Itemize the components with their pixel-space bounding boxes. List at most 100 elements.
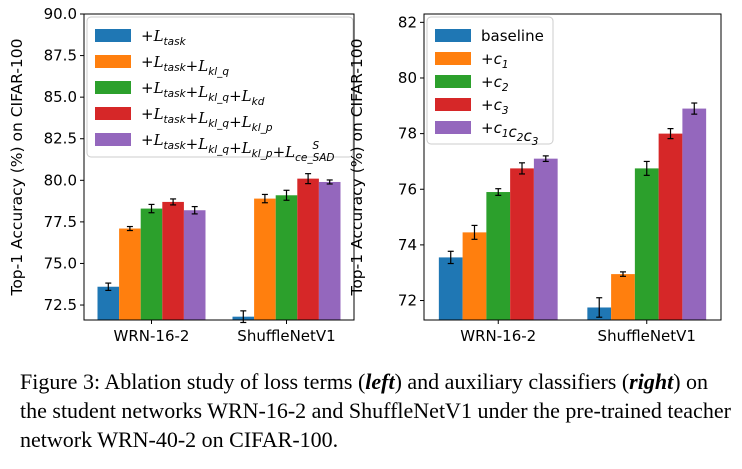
legend-sign: + [481, 119, 494, 137]
y-tick-label: 72 [398, 292, 417, 310]
y-tick-label: 82.5 [44, 130, 77, 148]
legend-swatch [95, 55, 131, 68]
legend-swatch [435, 98, 471, 111]
legend-entry: +c1c2c3 [481, 119, 538, 148]
bar [183, 210, 206, 320]
bar [510, 168, 534, 320]
y-tick-label: 75.0 [44, 254, 77, 272]
x-tick-label: WRN-16-2 [114, 327, 190, 345]
legend-entry: +c1 [481, 50, 509, 71]
legend-subscript: kd [252, 96, 265, 108]
caption-text-2: ) and auxiliary classifiers ( [394, 369, 630, 394]
axes-frame [83, 13, 355, 321]
x-tick-label: WRN-16-2 [460, 327, 536, 345]
y-tick-label: 74 [398, 236, 417, 254]
legend-term: c [494, 96, 503, 114]
legend-term: c [494, 119, 503, 137]
legend-subscript: 2 [502, 82, 509, 94]
legend-term: L [153, 105, 164, 123]
legend-term: +L [186, 135, 209, 153]
bar [97, 286, 120, 320]
y-tick-label: 78 [398, 125, 417, 143]
bar [254, 198, 276, 320]
legend-box [86, 16, 354, 158]
legend-subscript: task [164, 114, 187, 126]
legend-term: baseline [481, 27, 544, 45]
legend-term: c [494, 73, 503, 91]
figure-caption: Figure 3: Ablation study of loss terms (… [20, 367, 732, 454]
legend-superscript: S [313, 140, 320, 152]
legend-subscript: kl_q [208, 144, 229, 156]
y-axis-label: Top-1 Accuracy (%) on CIFAR-100 [8, 38, 26, 296]
legend-subscript: kl_q [208, 118, 229, 130]
legend-term: c [494, 50, 503, 68]
caption-text-1: Figure 3: Ablation study of loss terms ( [20, 369, 366, 394]
y-tick-label: 82 [398, 13, 417, 31]
bar [533, 158, 558, 320]
legend-subscript: kl_p [252, 122, 273, 134]
legend-term: L [153, 53, 164, 71]
y-tick-label: 72.5 [44, 296, 77, 314]
legend-swatch [435, 121, 471, 134]
y-tick-label: 90.0 [44, 5, 77, 23]
legend-swatch [95, 81, 131, 94]
legend-swatch [435, 52, 471, 65]
bar [658, 133, 683, 320]
legend-subscript: 3 [502, 105, 509, 117]
legend-sign: + [141, 131, 154, 149]
bar [682, 108, 707, 320]
legend-subscript: task [164, 36, 187, 48]
legend-term: +L [229, 113, 252, 131]
legend-swatch [95, 107, 131, 120]
legend-subscript: ce_SAD [295, 152, 334, 164]
bar [486, 192, 511, 320]
legend-subscript: 1 [502, 128, 509, 140]
legend-subscript: kl_p [252, 148, 273, 160]
bar [318, 181, 341, 320]
legend-entry: baseline [481, 27, 544, 45]
legend-sign: + [481, 50, 494, 68]
legend-term: +L [186, 83, 209, 101]
y-tick-label: 80 [398, 69, 417, 87]
bar [297, 178, 319, 320]
bar [119, 228, 141, 320]
legend-entry: +Ltask+Lkl_q+Lkd [141, 79, 265, 108]
legend-sign: + [141, 79, 154, 97]
x-tick-label: ShuffleNetV1 [237, 327, 335, 345]
legend-subscript: task [164, 140, 187, 152]
legend-entry: +c3 [481, 96, 509, 117]
legend-term: c [509, 123, 518, 141]
caption-text-3: ) on the student networks WRN-16-2 and S… [20, 369, 731, 452]
legend-entry: +Ltask+Lkl_q+Lkl_p [141, 105, 273, 134]
y-tick-label: 80.0 [44, 171, 77, 189]
bar [140, 208, 163, 320]
axes-frame [423, 13, 722, 321]
legend-entry: +Ltask+Lkl_q [141, 53, 229, 78]
right-chart-auxiliary-classifiers: 72 74 76 78 80 82 WRN-16-2 ShuffleNetV1 Top-1 Ac… [348, 13, 722, 345]
legend-box [426, 16, 554, 145]
bar [462, 232, 487, 320]
legend-subscript: task [164, 88, 187, 100]
legend-term: L [153, 27, 164, 45]
legend-subscript: 2 [517, 132, 524, 144]
bar [611, 274, 635, 320]
legend-term: +L [186, 57, 209, 75]
legend-entry: +Ltask [141, 27, 187, 48]
legend-subscript: task [164, 62, 187, 74]
legend-subscript: 1 [502, 59, 509, 71]
legend-sign: + [141, 27, 154, 45]
y-tick-label: 77.5 [44, 213, 77, 231]
bar [162, 201, 184, 320]
x-tick-label: ShuffleNetV1 [598, 327, 696, 345]
legend-sign: + [141, 105, 154, 123]
legend-swatch [435, 29, 471, 42]
y-tick-label: 76 [398, 180, 417, 198]
legend-sign: + [481, 73, 494, 91]
bar [634, 168, 659, 320]
legend-term: L [153, 79, 164, 97]
legend-term: +L [229, 139, 252, 157]
caption-left-emph: left [365, 369, 395, 394]
legend-term: c [523, 127, 532, 145]
legend-term: +L [273, 143, 296, 161]
